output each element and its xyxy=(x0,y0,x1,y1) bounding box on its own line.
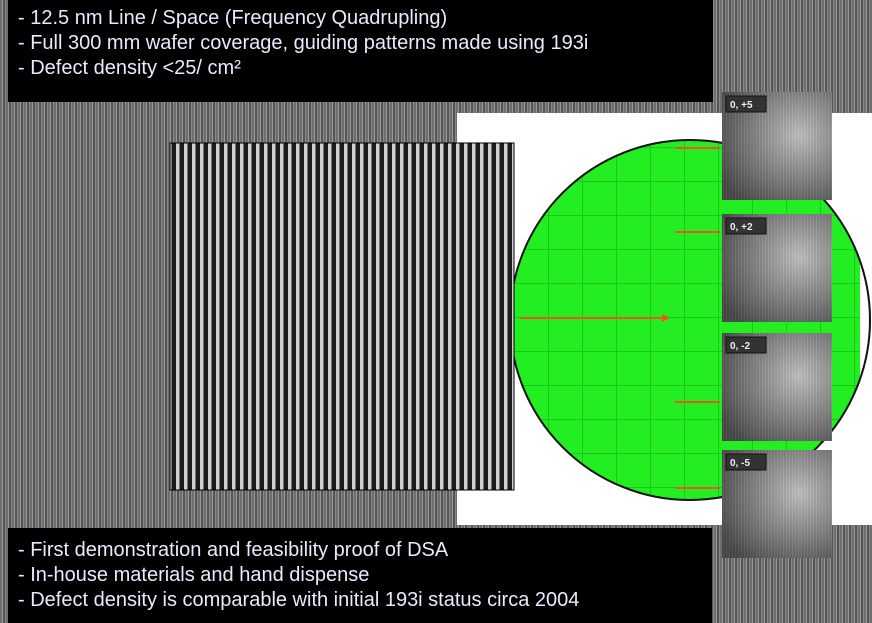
bullet-line: - 12.5 nm Line / Space (Frequency Quadru… xyxy=(18,6,703,31)
line-space-image xyxy=(170,143,514,490)
bullet-line: - Defect density is comparable with init… xyxy=(18,588,702,613)
inset-label: 0, -2 xyxy=(730,341,750,352)
bullet-line: - Full 300 mm wafer coverage, guiding pa… xyxy=(18,31,703,56)
bullet-line: - In-house materials and hand dispense xyxy=(18,563,702,588)
bullet-line: - First demonstration and feasibility pr… xyxy=(18,538,702,563)
inset-label: 0, +2 xyxy=(730,222,753,233)
bottom-text-box: - First demonstration and feasibility pr… xyxy=(8,528,712,623)
top-text-box: - 12.5 nm Line / Space (Frequency Quadru… xyxy=(8,0,713,102)
inset-label: 0, -5 xyxy=(730,458,750,469)
inset-label: 0, +5 xyxy=(730,100,753,111)
bullet-line: - Defect density <25/ cm² xyxy=(18,56,703,81)
slide: 0, +5 0, +2 0, -2 0, -5 - 12.5 nm Line / Sp… xyxy=(0,0,872,623)
